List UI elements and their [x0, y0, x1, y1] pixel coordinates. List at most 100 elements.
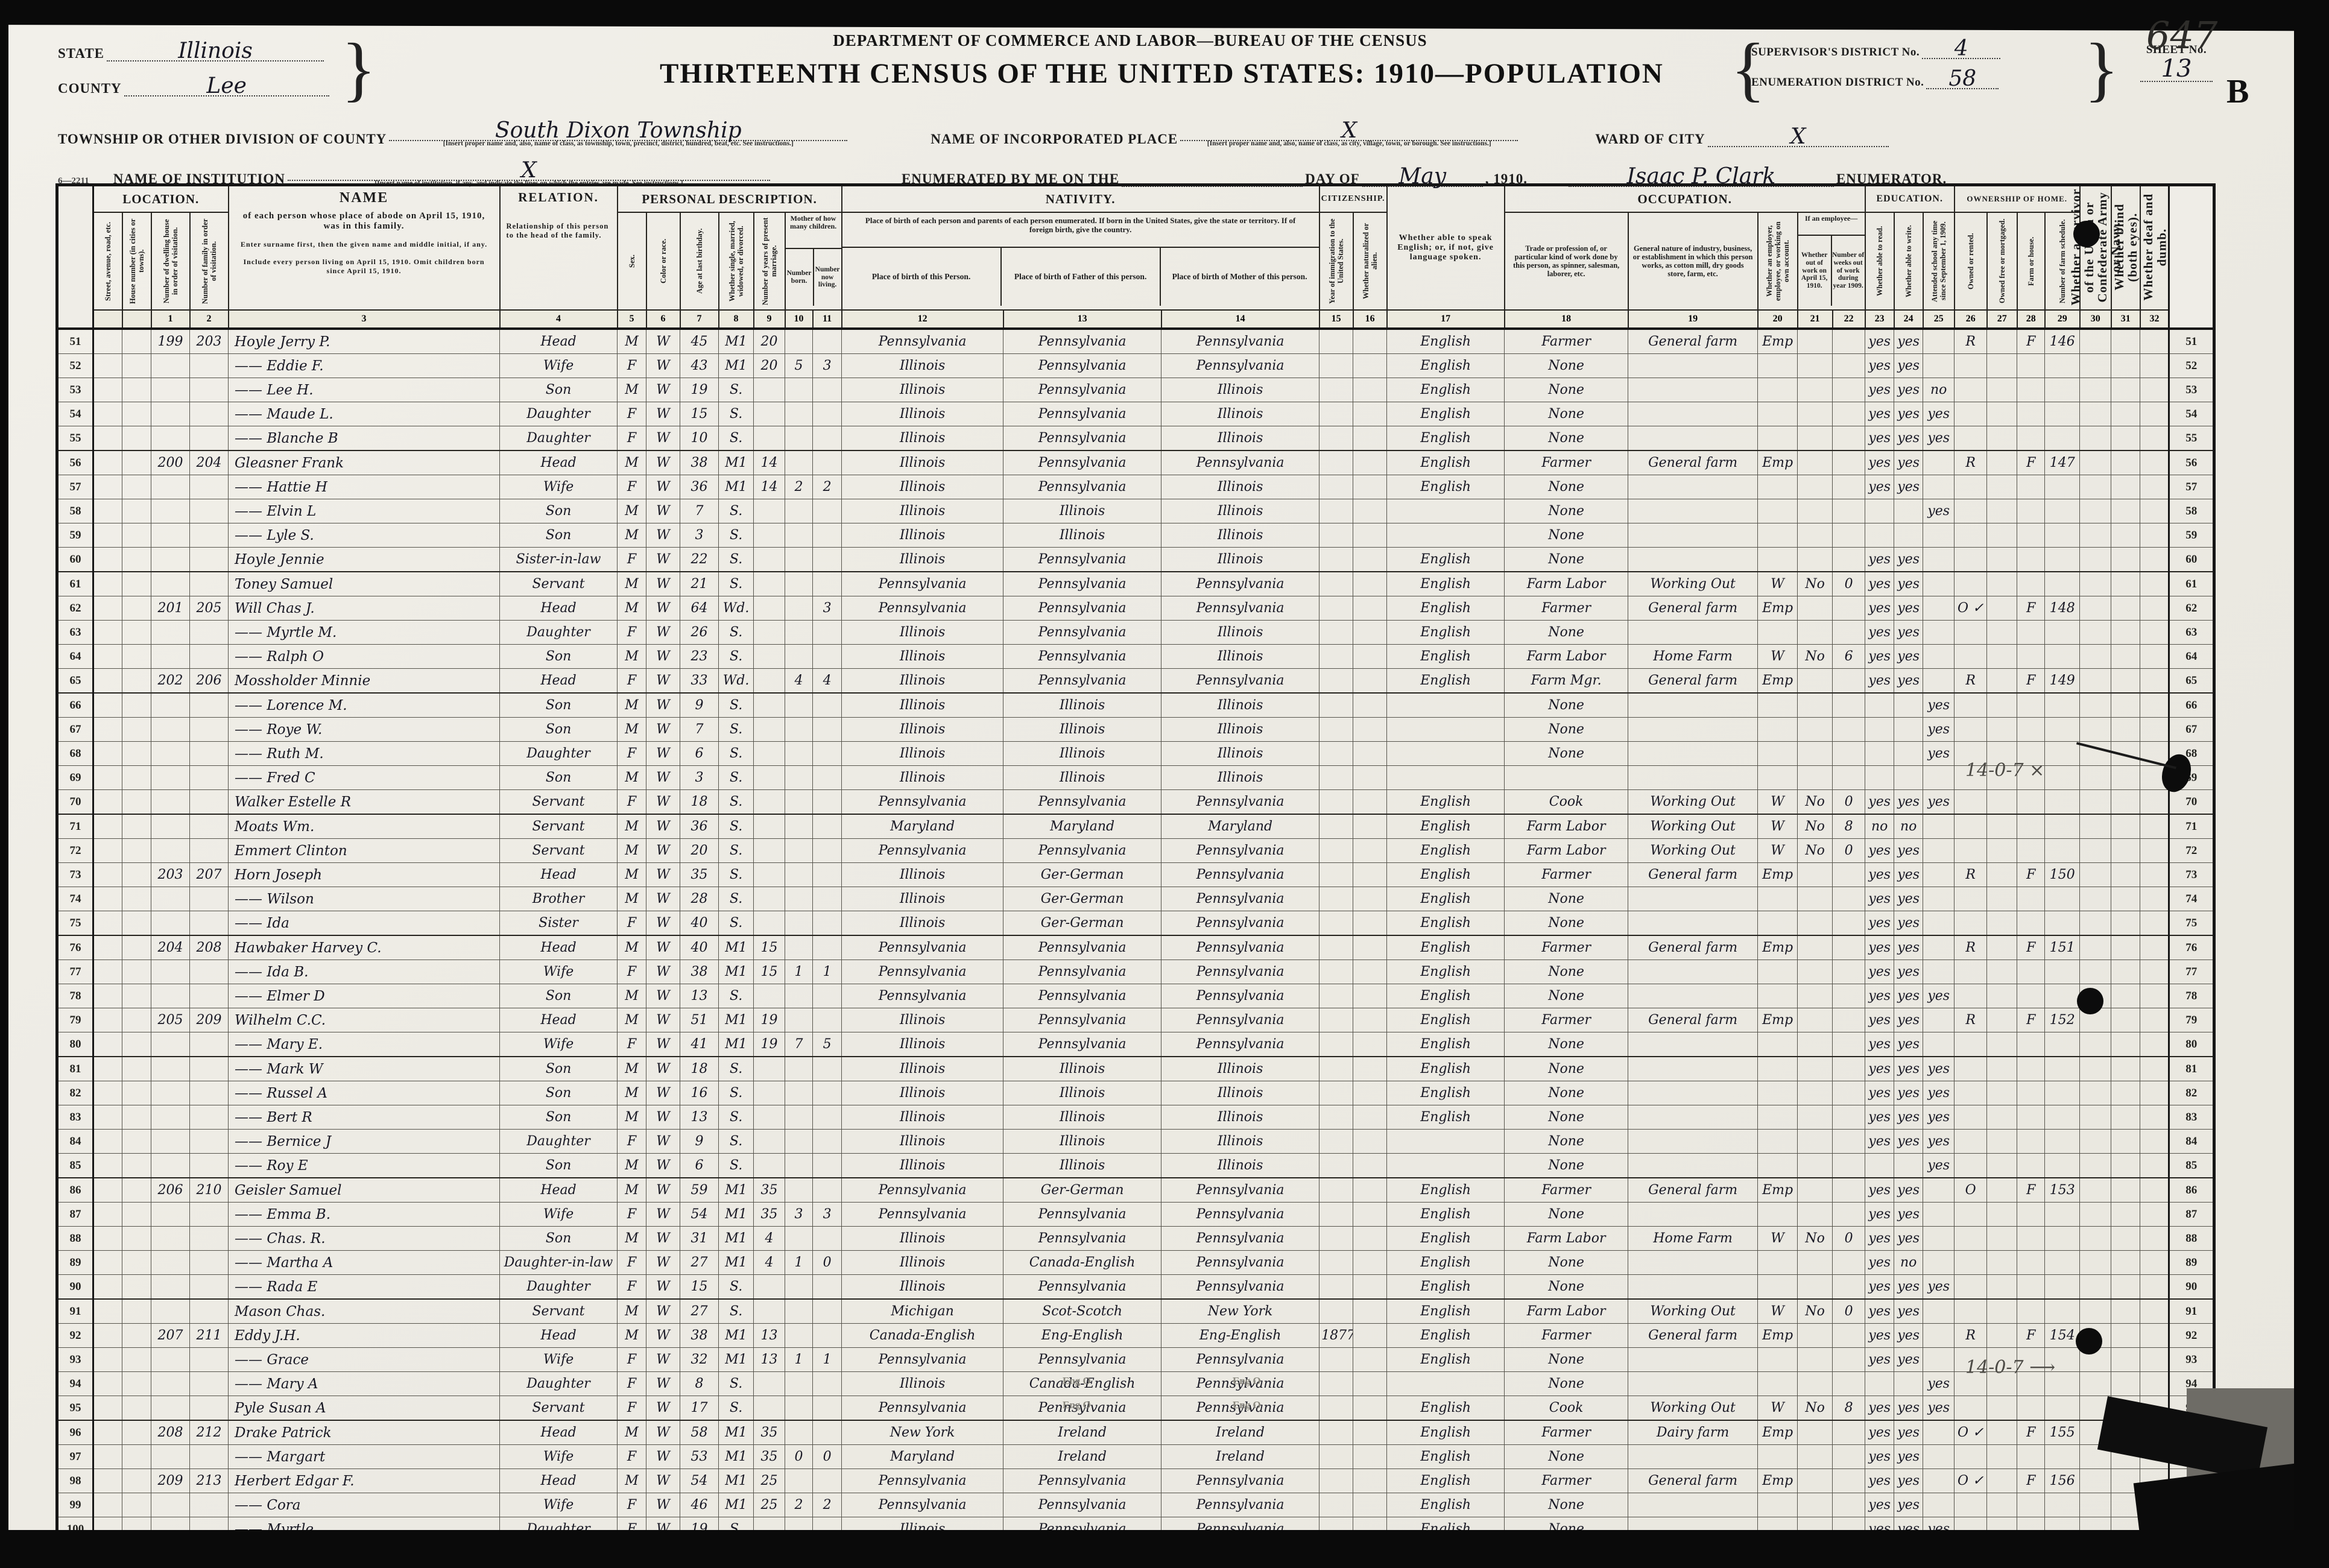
cell-home_mortgage	[1986, 1420, 2018, 1445]
cell-write: yes	[1894, 547, 1924, 572]
cell-children_born	[785, 523, 814, 548]
cell-family	[189, 620, 229, 645]
cell-relation: Son	[499, 499, 618, 523]
cell-color: W	[646, 1056, 681, 1081]
cell-marital: S.	[718, 1371, 754, 1396]
cell-naturalized	[1353, 620, 1388, 645]
cell-farm_schedule	[2044, 717, 2081, 742]
cell-read	[1865, 1153, 1895, 1178]
cell-relation: Wife	[499, 1347, 618, 1372]
cell-industry	[1628, 402, 1759, 426]
cell-children_born	[785, 426, 814, 451]
cell-naturalized	[1353, 1396, 1388, 1421]
cell-father_birthplace: Ger-German	[1003, 862, 1162, 887]
cell-school	[1923, 547, 1955, 572]
cell-weeks_out	[1832, 1202, 1866, 1227]
table-row: 93 —— Grace Wife F W 32 M1 13 1 1 Pennsylvania Penn…	[57, 1347, 2214, 1372]
cell-father_birthplace: Illinois	[1003, 1153, 1162, 1178]
cell-children_living	[812, 644, 842, 669]
cell-school	[1923, 959, 1955, 984]
cell-sex: F	[617, 959, 647, 984]
cell-farm_schedule: 147	[2044, 450, 2081, 475]
cell-children_living	[812, 935, 842, 960]
line-number-left: 85	[57, 1153, 94, 1178]
cell-mother_birthplace: Pennsylvania	[1161, 1468, 1320, 1493]
cell-dwelling: 208	[151, 1420, 190, 1445]
cell-children_living: 2	[812, 1493, 842, 1517]
cell-farm_or_house	[2017, 984, 2046, 1008]
line-number-left: 77	[57, 959, 94, 984]
cell-street	[93, 1056, 122, 1081]
cell-family	[189, 887, 229, 911]
cell-name: —— Roye W.	[228, 717, 501, 742]
cell-family	[189, 789, 229, 815]
cell-language: English	[1386, 887, 1505, 911]
cell-read: yes	[1865, 1396, 1895, 1421]
cell-write: yes	[1894, 353, 1924, 378]
cell-family: 213	[189, 1468, 229, 1493]
cell-home_mortgage	[1986, 1493, 2018, 1517]
cell-school: yes	[1923, 1081, 1955, 1105]
hole-punch	[2073, 221, 2100, 247]
cell-children_living: 0	[812, 1444, 842, 1469]
cell-out_of_work	[1797, 1517, 1833, 1530]
cell-mother_birthplace: Pennsylvania	[1161, 984, 1320, 1008]
cell-color: W	[646, 1517, 681, 1530]
cell-birthplace: Illinois	[841, 620, 1004, 645]
cell-years_married: 35	[753, 1444, 786, 1469]
cell-relation: Son	[499, 644, 618, 669]
cell-language: English	[1386, 1396, 1505, 1421]
cell-name: —— Hattie H	[228, 475, 501, 499]
cell-father_birthplace: Illinois	[1003, 1129, 1162, 1154]
cell-farm_schedule	[2044, 1444, 2081, 1469]
cell-home_mortgage	[1986, 717, 2018, 742]
cell-marital: Wd.	[718, 596, 754, 621]
cell-deaf	[2140, 1177, 2170, 1203]
cell-name: —— Chas. R.	[228, 1226, 501, 1251]
line-number-left: 54	[57, 402, 94, 426]
cell-survivor	[2079, 1153, 2112, 1178]
cell-relation: Servant	[499, 838, 618, 863]
cell-years_married	[753, 571, 786, 596]
cell-home_mortgage	[1986, 426, 2018, 451]
cell-house	[122, 1032, 151, 1057]
cell-relation: Servant	[499, 571, 618, 596]
cell-years_married	[753, 378, 786, 402]
cell-street	[93, 426, 122, 451]
cell-school: yes	[1923, 1274, 1955, 1300]
cell-relation: Sister-in-law	[499, 547, 618, 572]
cell-dwelling	[151, 1153, 190, 1178]
subgroup-mother-children: Mother of how many children. Number born…	[784, 212, 842, 311]
cell-industry: General farm	[1628, 862, 1759, 887]
cell-father_birthplace: Eng-English	[1003, 1323, 1162, 1348]
cell-home_owned: R	[1954, 862, 1988, 887]
cell-language: English	[1386, 814, 1505, 839]
cell-weeks_out	[1832, 1517, 1866, 1530]
cell-father_birthplace: Pennsylvania	[1003, 571, 1162, 596]
cell-color: W	[646, 1420, 681, 1445]
table-row: 59 —— Lyle S. Son M W 3 S. Illinois Illinois Illi…	[57, 523, 2214, 548]
cell-marital: M1	[718, 1226, 754, 1251]
cell-relation: Head	[499, 668, 618, 694]
cell-father_birthplace: Pennsylvania	[1003, 547, 1162, 572]
cell-industry: Working Out	[1628, 838, 1759, 863]
cell-school	[1923, 1468, 1955, 1493]
cell-sex: F	[617, 353, 647, 378]
cell-relation: Daughter	[499, 620, 618, 645]
cell-farm_or_house	[2017, 741, 2046, 766]
cell-name: —— Maude L.	[228, 402, 501, 426]
cell-age: 13	[680, 984, 719, 1008]
cell-mother_birthplace: Illinois	[1161, 426, 1320, 451]
cell-farm_or_house	[2017, 692, 2046, 718]
cell-mother_birthplace: Illinois	[1161, 1081, 1320, 1105]
cell-deaf	[2140, 935, 2170, 960]
cell-industry	[1628, 887, 1759, 911]
table-row: 96 208 212 Drake Patrick Head M W 58 M1 35 New Yor…	[57, 1420, 2214, 1445]
line-number-right: 83	[2168, 1105, 2214, 1130]
cell-street	[93, 838, 122, 863]
cell-relation: Son	[499, 1081, 618, 1105]
cell-deaf	[2140, 547, 2170, 572]
cell-name: —— Lorence M.	[228, 692, 501, 718]
cell-house	[122, 523, 151, 548]
cell-survivor	[2079, 1468, 2112, 1493]
